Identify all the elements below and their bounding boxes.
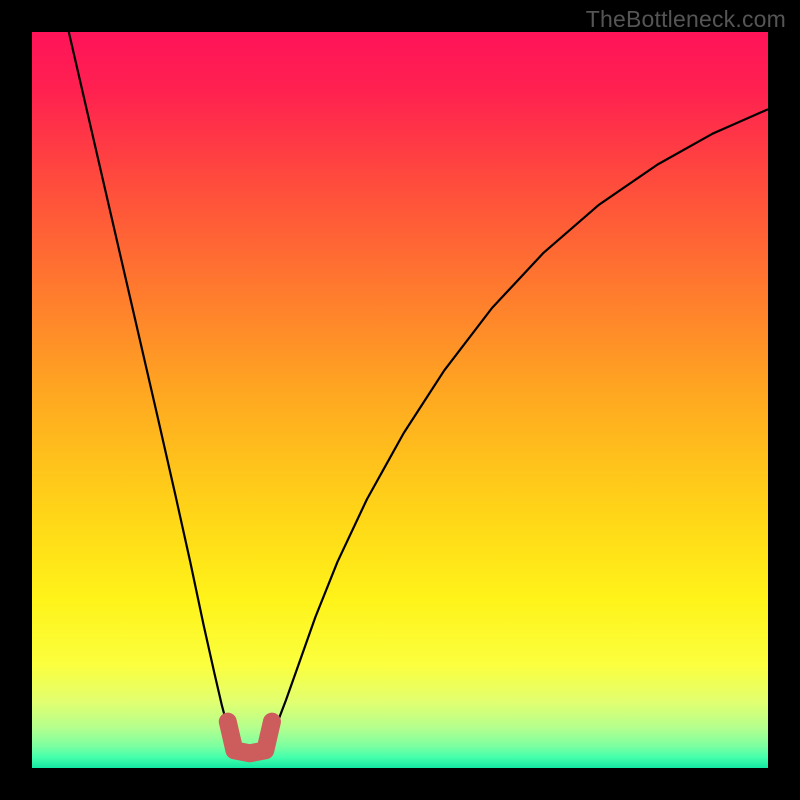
watermark-text: TheBottleneck.com — [586, 6, 786, 33]
bottleneck-chart: TheBottleneck.com — [0, 0, 800, 800]
plot-background — [32, 32, 768, 768]
chart-svg — [0, 0, 800, 800]
